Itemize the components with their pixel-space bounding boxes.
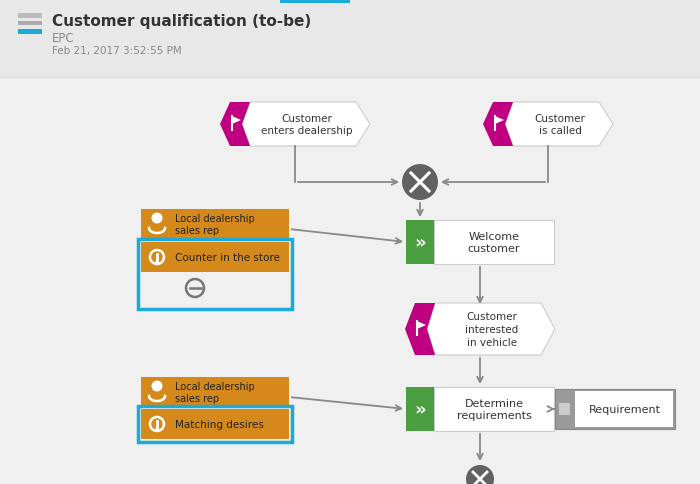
Text: »: »	[414, 400, 426, 418]
Polygon shape	[405, 303, 435, 355]
Polygon shape	[427, 303, 555, 355]
Polygon shape	[232, 117, 241, 125]
FancyBboxPatch shape	[141, 409, 289, 439]
FancyBboxPatch shape	[18, 30, 42, 35]
Circle shape	[466, 465, 494, 484]
FancyBboxPatch shape	[434, 221, 554, 264]
FancyBboxPatch shape	[434, 387, 554, 431]
FancyBboxPatch shape	[0, 0, 700, 78]
Circle shape	[402, 165, 438, 200]
Text: Customer
enters dealership: Customer enters dealership	[261, 113, 353, 136]
Polygon shape	[495, 117, 504, 125]
FancyBboxPatch shape	[575, 391, 673, 427]
Text: Determine
requirements: Determine requirements	[456, 398, 531, 421]
Text: Customer
interested
in vehicle: Customer interested in vehicle	[466, 312, 519, 347]
Polygon shape	[483, 103, 513, 147]
FancyBboxPatch shape	[559, 403, 570, 415]
Text: Welcome
customer: Welcome customer	[468, 231, 520, 254]
Text: Local dealership
sales rep: Local dealership sales rep	[175, 213, 255, 236]
Polygon shape	[242, 103, 370, 147]
Polygon shape	[505, 103, 613, 147]
Circle shape	[151, 381, 162, 392]
Circle shape	[155, 428, 159, 432]
Text: Matching desires: Matching desires	[175, 419, 264, 429]
Circle shape	[155, 261, 159, 265]
Text: Local dealership
sales rep: Local dealership sales rep	[175, 381, 255, 403]
FancyBboxPatch shape	[406, 221, 434, 264]
FancyBboxPatch shape	[555, 389, 675, 429]
FancyBboxPatch shape	[141, 377, 289, 407]
Text: Requirement: Requirement	[589, 404, 661, 414]
Polygon shape	[417, 321, 426, 329]
Circle shape	[151, 213, 162, 224]
Text: Counter in the store: Counter in the store	[175, 253, 280, 262]
Text: Feb 21, 2017 3:52:55 PM: Feb 21, 2017 3:52:55 PM	[52, 46, 182, 56]
FancyBboxPatch shape	[18, 22, 42, 26]
FancyBboxPatch shape	[18, 14, 42, 19]
FancyBboxPatch shape	[280, 0, 350, 4]
Polygon shape	[220, 103, 250, 147]
Text: »: »	[414, 233, 426, 252]
Text: EPC: EPC	[52, 32, 75, 45]
Text: Customer
is called: Customer is called	[535, 113, 585, 136]
FancyBboxPatch shape	[141, 210, 289, 240]
FancyBboxPatch shape	[141, 242, 289, 272]
Text: Customer qualification (to-be): Customer qualification (to-be)	[52, 14, 312, 29]
FancyBboxPatch shape	[406, 387, 434, 431]
